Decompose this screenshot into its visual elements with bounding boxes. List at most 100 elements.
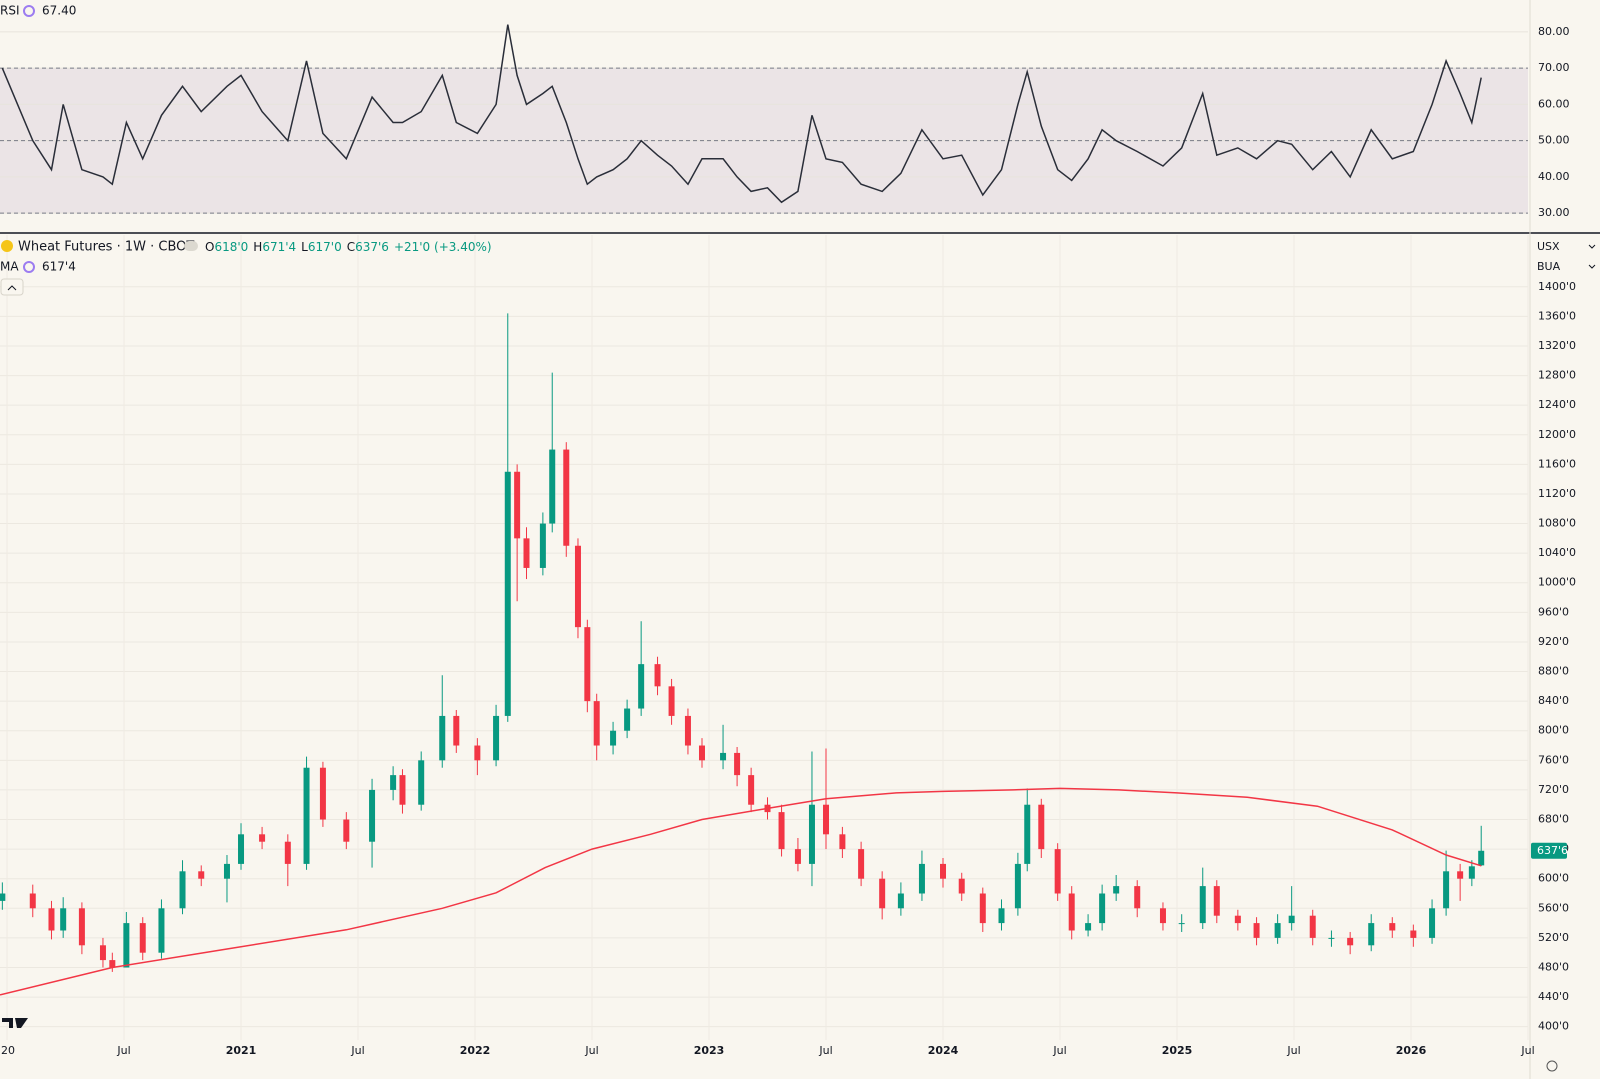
- candle-body: [238, 834, 245, 864]
- y-tick-label: 960'0: [1538, 605, 1569, 618]
- symbol-icon[interactable]: [1, 240, 13, 252]
- candle-body: [1178, 923, 1185, 925]
- candle-body: [319, 767, 326, 820]
- candle-body: [593, 701, 600, 746]
- ohlc-key: L: [301, 240, 308, 254]
- candle-body: [123, 923, 130, 968]
- unit[interactable]: BUA: [1537, 260, 1561, 273]
- ma-line: [0, 787, 1482, 996]
- last-price-tag: [1531, 842, 1567, 859]
- candle-body: [940, 863, 947, 879]
- candle-body: [720, 752, 727, 761]
- candle-body: [839, 834, 846, 850]
- candle-body: [549, 449, 556, 524]
- candle-body: [474, 745, 481, 761]
- currency[interactable]: USX: [1537, 240, 1560, 253]
- settings-icon[interactable]: [1546, 1060, 1558, 1072]
- rsi-line: [1, 24, 1482, 204]
- ohlc-key: C: [347, 240, 355, 254]
- y-tick-label: 1040'0: [1538, 546, 1576, 559]
- candle-body: [1347, 937, 1354, 946]
- y-tick-label: 720'0: [1538, 783, 1569, 796]
- candle-body: [1068, 893, 1075, 931]
- candle-body: [668, 686, 675, 716]
- x-tick-label: Jul: [1052, 1044, 1066, 1057]
- ohlc-change: +21'0 (+3.40%): [394, 240, 492, 254]
- y-tick-label: 760'0: [1538, 753, 1569, 766]
- candle-body: [638, 664, 645, 709]
- candle-body: [734, 752, 741, 776]
- x-tick-label: Jul: [1520, 1044, 1534, 1057]
- candle-body: [1134, 886, 1141, 909]
- x-tick-label: 2022: [460, 1044, 491, 1057]
- plot-layer: 80.00 70.00 60.00 50.00 40.00 30.00 400'0 440'0…: [0, 24, 1576, 1057]
- candle-body: [1054, 849, 1061, 894]
- ohlc-value: 617'0: [308, 240, 342, 254]
- candle-body: [78, 908, 85, 946]
- candle-body: [584, 627, 591, 702]
- rsi-value: 67.40: [42, 4, 76, 18]
- candle-body: [1328, 937, 1335, 939]
- candle-body: [979, 893, 986, 924]
- candle-body: [1024, 804, 1031, 864]
- x-tick-label: Jul: [584, 1044, 598, 1057]
- y-tick-label: 560'0: [1538, 901, 1569, 914]
- ohlc-value: 618'0: [214, 240, 248, 254]
- y-tick-label: 520'0: [1538, 931, 1569, 944]
- candle-body: [1309, 915, 1316, 938]
- candle-body: [504, 471, 511, 716]
- candle-body: [574, 545, 581, 628]
- candle-body: [139, 923, 146, 953]
- ma-title[interactable]: MA: [0, 260, 19, 274]
- candle-body: [514, 471, 521, 539]
- candle-body: [343, 819, 350, 842]
- candle-body: [303, 767, 310, 864]
- rsi-title[interactable]: RSI: [0, 4, 20, 18]
- x-tick-label: 2026: [1396, 1044, 1427, 1057]
- candle-body: [1368, 923, 1375, 946]
- ohlc-value: 671'4: [262, 240, 296, 254]
- ohlc-key: O: [205, 240, 214, 254]
- candle-body: [1389, 923, 1396, 931]
- y-tick-label: 1160'0: [1538, 457, 1576, 470]
- candle-body: [897, 893, 904, 909]
- ma-value: 617'4: [42, 260, 76, 274]
- collapse-icon: [7, 285, 17, 291]
- y-tick-label: 1000'0: [1538, 576, 1576, 589]
- y-tick-label: 80.00: [1538, 25, 1570, 38]
- candle-body: [1099, 893, 1106, 924]
- candle-body: [1085, 923, 1092, 931]
- y-tick-label: 1320'0: [1538, 339, 1576, 352]
- candle-body: [439, 715, 446, 761]
- candle-body: [918, 863, 925, 894]
- candle-body: [958, 878, 965, 894]
- candle-body: [654, 664, 661, 687]
- x-tick-label: 20: [1, 1044, 15, 1057]
- candle-body: [563, 449, 570, 546]
- y-tick-label: 800'0: [1538, 724, 1569, 737]
- symbol-title[interactable]: Wheat Futures · 1W · CBOT: [18, 240, 194, 255]
- candle-body: [1457, 871, 1464, 879]
- candle-body: [808, 804, 815, 864]
- collapse-button[interactable]: [0, 278, 24, 296]
- ma-icon[interactable]: [23, 261, 35, 273]
- candle-body: [858, 849, 865, 879]
- candle-body: [1038, 804, 1045, 850]
- candle-body: [223, 863, 230, 879]
- dropdown-icons: [1588, 244, 1596, 269]
- rsi-icon[interactable]: [23, 5, 35, 17]
- candle-body: [1159, 908, 1166, 924]
- candle-body: [399, 775, 406, 805]
- candle-body: [369, 789, 376, 842]
- candle-body: [1410, 930, 1417, 938]
- x-tick-label: Jul: [350, 1044, 364, 1057]
- candle-body: [1113, 886, 1120, 894]
- candle-body: [60, 908, 67, 931]
- candle-body: [418, 760, 425, 805]
- ohlc-value: 637'6: [355, 240, 389, 254]
- candle-body: [823, 804, 830, 835]
- candle-body: [698, 745, 705, 761]
- x-tick-label: Jul: [818, 1044, 832, 1057]
- x-tick-label: 2024: [928, 1044, 959, 1057]
